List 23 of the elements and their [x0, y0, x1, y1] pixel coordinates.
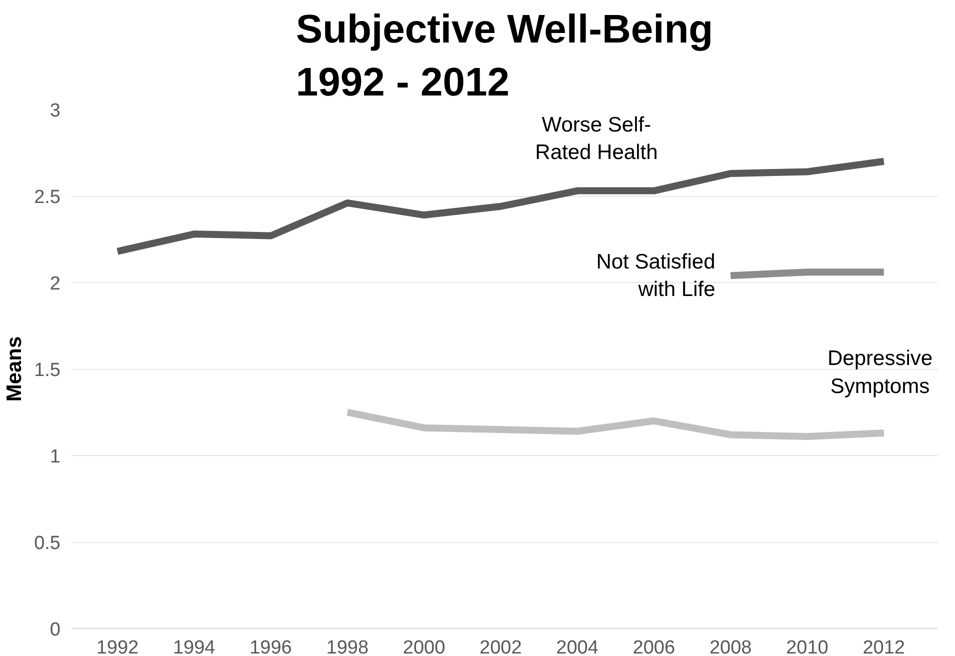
x-tick-label: 2006 — [632, 638, 676, 656]
x-tick-label: 1996 — [250, 638, 292, 656]
y-tick-label: 3 — [50, 100, 61, 122]
y-tick-label: 0 — [50, 620, 61, 640]
x-tick-label: 2008 — [709, 638, 752, 656]
x-tick-label: 1992 — [96, 638, 139, 656]
x-tick-label: 2004 — [556, 638, 599, 656]
y-tick-label: 1 — [50, 446, 61, 468]
x-tick-label: 2000 — [402, 638, 446, 656]
series-label: Depressive Symptoms — [828, 347, 933, 398]
y-tick-label: 1.5 — [34, 360, 61, 381]
y-axis-title: Means — [3, 336, 26, 402]
y-tick-label: 2 — [50, 274, 61, 294]
x-tick-label: 1998 — [326, 638, 369, 656]
x-tick-label: 2012 — [862, 638, 905, 656]
series-label: Not Satisfied with Life — [596, 250, 716, 301]
x-tick-label: 2002 — [480, 638, 522, 656]
x-tick-label: 1994 — [172, 638, 216, 656]
y-tick-label: 0.5 — [34, 533, 61, 554]
series-label: Worse Self- Rated Health — [535, 114, 658, 164]
y-tick-label: 2.5 — [34, 187, 61, 208]
x-tick-label: 2010 — [786, 638, 828, 656]
chart-title: Subjective Well-Being 1992 - 2012 — [296, 8, 714, 104]
